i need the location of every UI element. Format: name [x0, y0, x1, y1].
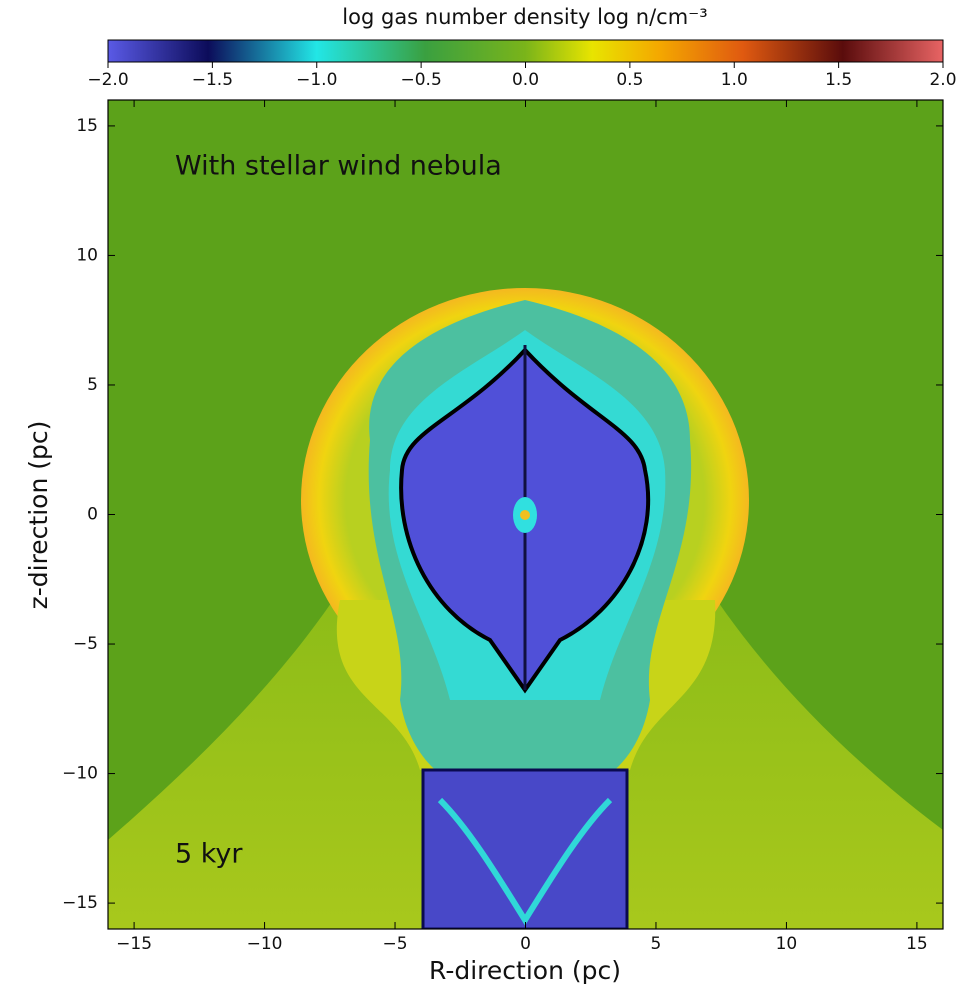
figure: log gas number density log n/cm⁻³ With s… — [0, 0, 969, 993]
y-tick-label: 15 — [76, 116, 98, 136]
y-tick-label: 5 — [87, 375, 98, 395]
x-tick-label: 10 — [776, 934, 798, 954]
x-tick-label: 0 — [520, 934, 531, 954]
y-tick-label: 10 — [76, 245, 98, 265]
colorbar-tick-label: −0.5 — [400, 70, 441, 90]
colorbar-tick-label: −1.5 — [192, 70, 233, 90]
colorbar-tick-label: 0.5 — [616, 70, 643, 90]
colorbar-tick-label: 2.0 — [929, 70, 956, 90]
x-axis-label: R-direction (pc) — [429, 956, 621, 985]
y-tick-label: −5 — [73, 634, 98, 654]
density-map — [108, 100, 943, 929]
x-tick-label: −15 — [116, 934, 152, 954]
colorbar-tick-label: 0.0 — [512, 70, 539, 90]
y-tick-label: −10 — [62, 764, 98, 784]
x-tick-label: −5 — [383, 934, 408, 954]
annotation: 5 kyr — [175, 839, 243, 870]
colorbar-tick-label: −2.0 — [87, 70, 128, 90]
y-tick-label: −15 — [62, 893, 98, 913]
colorbar-tick-label: −1.0 — [296, 70, 337, 90]
annotation: With stellar wind nebula — [175, 151, 502, 182]
y-axis-label: z-direction (pc) — [24, 421, 53, 610]
x-tick-label: 15 — [906, 934, 928, 954]
y-tick-label: 0 — [87, 505, 98, 525]
colorbar — [108, 40, 943, 62]
colorbar-label: log gas number density log n/cm⁻³ — [342, 5, 707, 29]
x-tick-label: 5 — [651, 934, 662, 954]
x-tick-label: −10 — [247, 934, 283, 954]
colorbar-tick-label: 1.0 — [721, 70, 748, 90]
colorbar-tick-label: 1.5 — [825, 70, 852, 90]
